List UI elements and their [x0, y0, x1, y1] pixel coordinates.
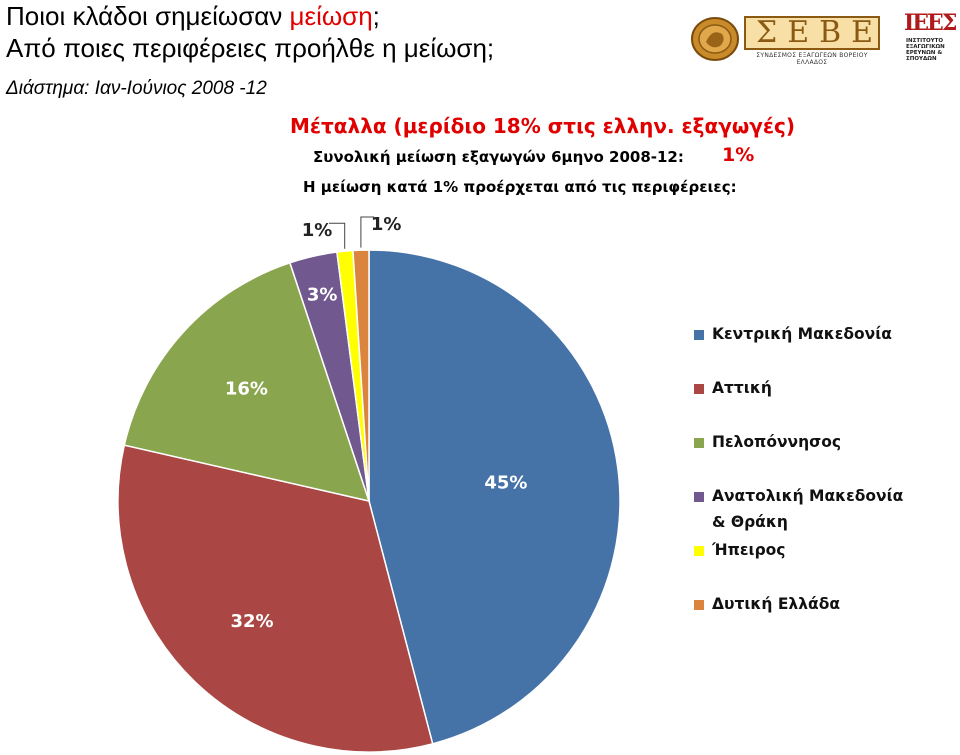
chart-title: Μέταλλα (μερίδιο 18% στις ελλην. εξαγωγέ… — [290, 114, 795, 138]
legend-label-line: Ανατολική Μακεδονία — [712, 487, 904, 505]
iees-wordmark: ΙΕΕΣ — [904, 10, 957, 36]
data-label-5: 1% — [302, 220, 333, 241]
data-label-2: 32% — [230, 611, 273, 632]
leader-line-6 — [360, 216, 375, 248]
legend-label: Κεντρική Μακεδονία — [712, 321, 892, 347]
data-label-1: 45% — [484, 472, 527, 493]
pie-slice-2 — [117, 444, 434, 753]
decline-origin-label: Η μείωση κατά 1% προέρχεται από τις περι… — [303, 178, 737, 196]
legend-swatch — [694, 384, 704, 394]
pie-slices — [117, 249, 621, 753]
pie-slice-1 — [368, 249, 621, 745]
legend-label: Δυτική Ελλάδα — [712, 591, 840, 617]
legend-label: Αττική — [712, 375, 772, 401]
sebe-wordmark: ΣΕΒΕ — [744, 16, 880, 50]
title-line1-prefix: Ποιοι κλάδοι σημείωσαν — [6, 1, 290, 31]
total-decline-value: 1% — [722, 144, 755, 166]
legend-swatch — [694, 330, 704, 340]
sebe-caption: ΣΥΝΔΕΣΜΟΣ ΕΞΑΓΩΓΕΩΝ ΒΟΡΕΙΟΥ ΕΛΛΑΔΟΣ — [756, 52, 868, 66]
legend-swatch — [694, 438, 704, 448]
total-decline-label: Συνολική μείωση εξαγωγών 6μηνο 2008-12: — [313, 148, 684, 166]
legend-swatch — [694, 600, 704, 610]
legend-swatch — [694, 492, 704, 502]
page-subtitle: Διάστημα: Ιαν-Ιούνιος 2008 -12 — [6, 78, 267, 99]
legend-label-line: Κεντρική Μακεδονία — [712, 325, 892, 343]
legend-swatch — [694, 546, 704, 556]
page-title-line1: Ποιοι κλάδοι σημείωσαν μείωση; — [6, 1, 380, 31]
legend-label-line: & Θράκη — [712, 513, 788, 531]
title-line1-highlight: μείωση — [289, 1, 373, 31]
legend-label-line: Πελοπόννησος — [712, 433, 842, 451]
title-line1-suffix: ; — [372, 1, 380, 31]
pie-slice-3 — [123, 261, 371, 503]
pie-data-labels: 45% 32% 16% 3% 1% 1% — [225, 214, 528, 632]
sebe-logo: ΣΕΒΕ ΣΥΝΔΕΣΜΟΣ ΕΞΑΓΩΓΕΩΝ ΒΟΡΕΙΟΥ ΕΛΛΑΔΟΣ — [690, 16, 882, 66]
data-label-3: 16% — [225, 379, 268, 400]
legend-label: Ήπειρος — [712, 537, 786, 563]
iees-caption: ΙΝΣΤΙΤΟΥΤΟ ΕΞΑΓΩΓΙΚΩΝ ΕΡΕΥΝΩΝ & ΣΠΟΥΔΩΝ — [906, 38, 945, 62]
legend-label-line: Αττική — [712, 379, 772, 397]
legend-label: Ανατολική Μακεδονία & Θράκη — [712, 483, 903, 535]
legend-label-line: Ήπειρος — [712, 541, 786, 559]
data-label-6: 1% — [371, 214, 402, 235]
iees-logo: ΙΕΕΣ ΙΝΣΤΙΤΟΥΤΟ ΕΞΑΓΩΓΙΚΩΝ ΕΡΕΥΝΩΝ & ΣΠΟ… — [896, 10, 958, 72]
legend-label: Πελοπόννησος — [712, 429, 841, 455]
data-label-4: 3% — [307, 284, 338, 305]
legend-label-line: Δυτική Ελλάδα — [712, 595, 840, 613]
coin-medallion-icon — [691, 17, 739, 61]
pie-slice-6 — [352, 249, 370, 502]
page-title-line2: Από ποιες περιφέρειες προήλθε η μείωση; — [6, 33, 495, 63]
leader-line-5 — [329, 222, 346, 249]
